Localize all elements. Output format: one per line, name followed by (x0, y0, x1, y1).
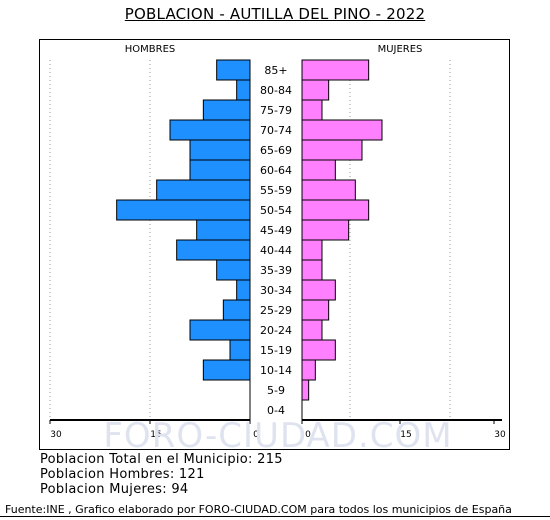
age-label: 85+ (264, 64, 287, 77)
bar-mujeres-40-44 (301, 239, 323, 261)
age-label: 70-74 (260, 124, 292, 137)
stats-total: Poblacion Total en el Municipio: 215 (40, 452, 283, 467)
bar-hombres-20-24 (189, 319, 251, 341)
bar-mujeres-20-24 (301, 319, 323, 341)
x-tick-label: 0 (305, 430, 311, 440)
x-tick-label: 15 (150, 430, 161, 440)
bar-hombres-45-49 (196, 219, 251, 241)
x-tick-label: 15 (400, 430, 411, 440)
age-label: 40-44 (260, 244, 292, 257)
age-label: 25-29 (260, 304, 292, 317)
chart-title: POBLACION - AUTILLA DEL PINO - 2022 (0, 5, 550, 23)
x-tick-label: 30 (50, 430, 62, 440)
bar-mujeres-85+ (301, 59, 370, 81)
age-label: 80-84 (260, 84, 292, 97)
stats-hombres: Poblacion Hombres: 121 (40, 467, 205, 482)
bar-mujeres-30-34 (301, 279, 336, 301)
age-label: 65-69 (260, 144, 292, 157)
bar-hombres-70-74 (169, 119, 251, 141)
bar-hombres-40-44 (176, 239, 251, 261)
bar-hombres-60-64 (189, 159, 251, 181)
age-label: 50-54 (260, 204, 292, 217)
bar-hombres-65-69 (189, 139, 251, 161)
age-label: 75-79 (260, 104, 292, 117)
age-label: 15-19 (260, 344, 292, 357)
bar-mujeres-50-54 (301, 199, 370, 221)
bar-hombres-15-19 (229, 339, 251, 361)
bar-mujeres-80-84 (301, 79, 330, 101)
chart-frame (39, 39, 510, 450)
bar-mujeres-5-9 (301, 379, 310, 401)
bar-mujeres-45-49 (301, 219, 350, 241)
bar-hombres-10-14 (202, 359, 251, 381)
bar-mujeres-70-74 (301, 119, 383, 141)
bar-mujeres-55-59 (301, 179, 356, 201)
bar-mujeres-65-69 (301, 139, 363, 161)
bar-hombres-30-34 (236, 279, 251, 301)
bar-mujeres-60-64 (301, 159, 336, 181)
bar-mujeres-35-39 (301, 259, 323, 281)
stats-mujeres: Poblacion Mujeres: 94 (40, 482, 189, 497)
bar-mujeres-15-19 (301, 339, 336, 361)
age-label: 0-4 (267, 404, 285, 417)
bar-hombres-85+ (216, 59, 251, 81)
age-label: 60-64 (260, 164, 292, 177)
bar-hombres-80-84 (236, 79, 251, 101)
age-label: 55-59 (260, 184, 292, 197)
bottom-rule (0, 516, 550, 517)
bar-hombres-75-79 (202, 99, 251, 121)
age-label: 35-39 (260, 264, 292, 277)
bar-hombres-55-59 (156, 179, 251, 201)
age-label: 30-34 (260, 284, 292, 297)
bar-hombres-50-54 (116, 199, 251, 221)
chart-title-text: POBLACION - AUTILLA DEL PINO - 2022 (124, 5, 426, 23)
watermark: FORO-CIUDAD.COM (103, 416, 452, 456)
age-label: 5-9 (267, 384, 285, 397)
hombres-label: HOMBRES (125, 44, 176, 55)
age-label: 45-49 (260, 224, 292, 237)
mujeres-label: MUJERES (378, 44, 423, 55)
x-tick-label: 30 (494, 430, 506, 440)
bar-hombres-35-39 (216, 259, 251, 281)
x-tick-label: 0 (253, 430, 259, 440)
bar-mujeres-75-79 (301, 99, 323, 121)
bar-mujeres-10-14 (301, 359, 316, 381)
age-label: 10-14 (260, 364, 292, 377)
bar-mujeres-25-29 (301, 299, 330, 321)
bar-hombres-25-29 (222, 299, 251, 321)
source-note: Fuente:INE , Grafico elaborado por FORO-… (5, 503, 512, 516)
age-label: 20-24 (260, 324, 292, 337)
